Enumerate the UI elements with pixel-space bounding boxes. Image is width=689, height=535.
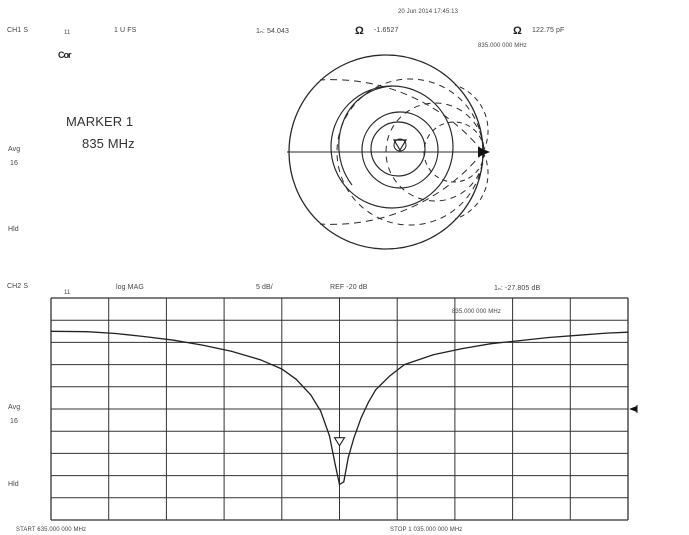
smith-trace: [338, 85, 393, 186]
smith-x-arc: [454, 151, 489, 220]
ch1-format: 1 U FS: [114, 27, 137, 34]
data-point: [403, 364, 406, 366]
ch2-name: CH2 S: [7, 283, 29, 290]
marker-triangle-icon: [333, 437, 346, 447]
data-point: [115, 332, 117, 335]
ch2-scale: 5 dB/: [256, 284, 273, 291]
data-point: [367, 401, 369, 403]
ch2-avg-label: Avg: [8, 404, 21, 411]
ch1-marker-cap: 122.75 pF: [532, 27, 565, 34]
ch2-marker-label: 1ₙ: -27.805 dB: [494, 285, 541, 292]
data-point: [259, 359, 261, 361]
smith-marker-icon: [392, 139, 408, 152]
smith-trace: [361, 111, 439, 189]
data-point: [320, 410, 322, 412]
ch2-marker-freq: 835.000 000 MHz: [452, 309, 501, 315]
marker-title: MARKER 1: [66, 114, 134, 129]
data-point: [627, 331, 629, 333]
ch2-format: log MAG: [116, 284, 144, 291]
reference-pointer-icon: [629, 406, 637, 412]
ohm-icon: Ω: [355, 25, 364, 37]
data-point: [432, 354, 434, 356]
smith-trace: [370, 121, 426, 177]
ch1-hold: Hld: [8, 226, 19, 233]
ch2-avg-value: 16: [10, 418, 18, 425]
smith-x-arc: [319, 79, 484, 153]
data-point: [605, 332, 607, 334]
data-point: [338, 483, 341, 486]
data-point: [201, 344, 204, 346]
ch1-marker-freq: 835.000 000 MHz: [478, 43, 527, 49]
datetime: 20 Jun 2014 17:45:13: [398, 9, 459, 15]
data-point: [310, 394, 312, 396]
smith-x-arc: [319, 151, 484, 225]
data-point: [230, 350, 232, 352]
ch2-param-sub: 11: [64, 290, 71, 296]
data-point: [461, 348, 463, 350]
data-point: [343, 481, 345, 483]
marker-frequency: 835 MHz: [82, 136, 135, 151]
data-point: [374, 389, 377, 391]
ohm-icon: Ω: [513, 25, 522, 37]
cor-indicator: Cor: [58, 50, 71, 60]
ch1-param-sub: 11: [64, 30, 71, 36]
data-point: [389, 375, 391, 377]
data-point: [490, 343, 492, 345]
data-point: [519, 340, 521, 342]
data-point: [281, 368, 283, 370]
smith-x-arc: [385, 54, 484, 153]
start-frequency: START 635.000 000 MHz: [16, 527, 87, 533]
ch1-avg-label: Avg: [8, 146, 21, 153]
data-point: [173, 339, 175, 341]
ch2-hold: Hld: [8, 481, 19, 488]
ch1-marker-label: 1ₙ: 54.043: [256, 28, 289, 35]
stop-frequency: STOP 1 035.000 000 MHz: [390, 527, 463, 533]
ch1-marker-x: -1.6527: [374, 27, 399, 34]
smith-x-arc: [454, 84, 489, 153]
data-point: [576, 334, 579, 336]
ch1-avg-value: 16: [10, 160, 18, 167]
smith-x-arc: [385, 151, 484, 250]
data-point: [334, 463, 336, 466]
data-point: [360, 417, 362, 419]
data-point: [50, 330, 52, 332]
ch1-name: CH1 S: [7, 27, 29, 34]
data-point: [347, 457, 349, 459]
ch2-ref: REF -20 dB: [330, 284, 368, 291]
data-point: [86, 331, 88, 333]
data-point: [295, 378, 297, 380]
data-point: [144, 336, 146, 338]
data-point: [353, 437, 355, 439]
data-point: [548, 336, 550, 339]
data-point: [328, 435, 331, 437]
arrow-right-icon: [478, 147, 490, 157]
